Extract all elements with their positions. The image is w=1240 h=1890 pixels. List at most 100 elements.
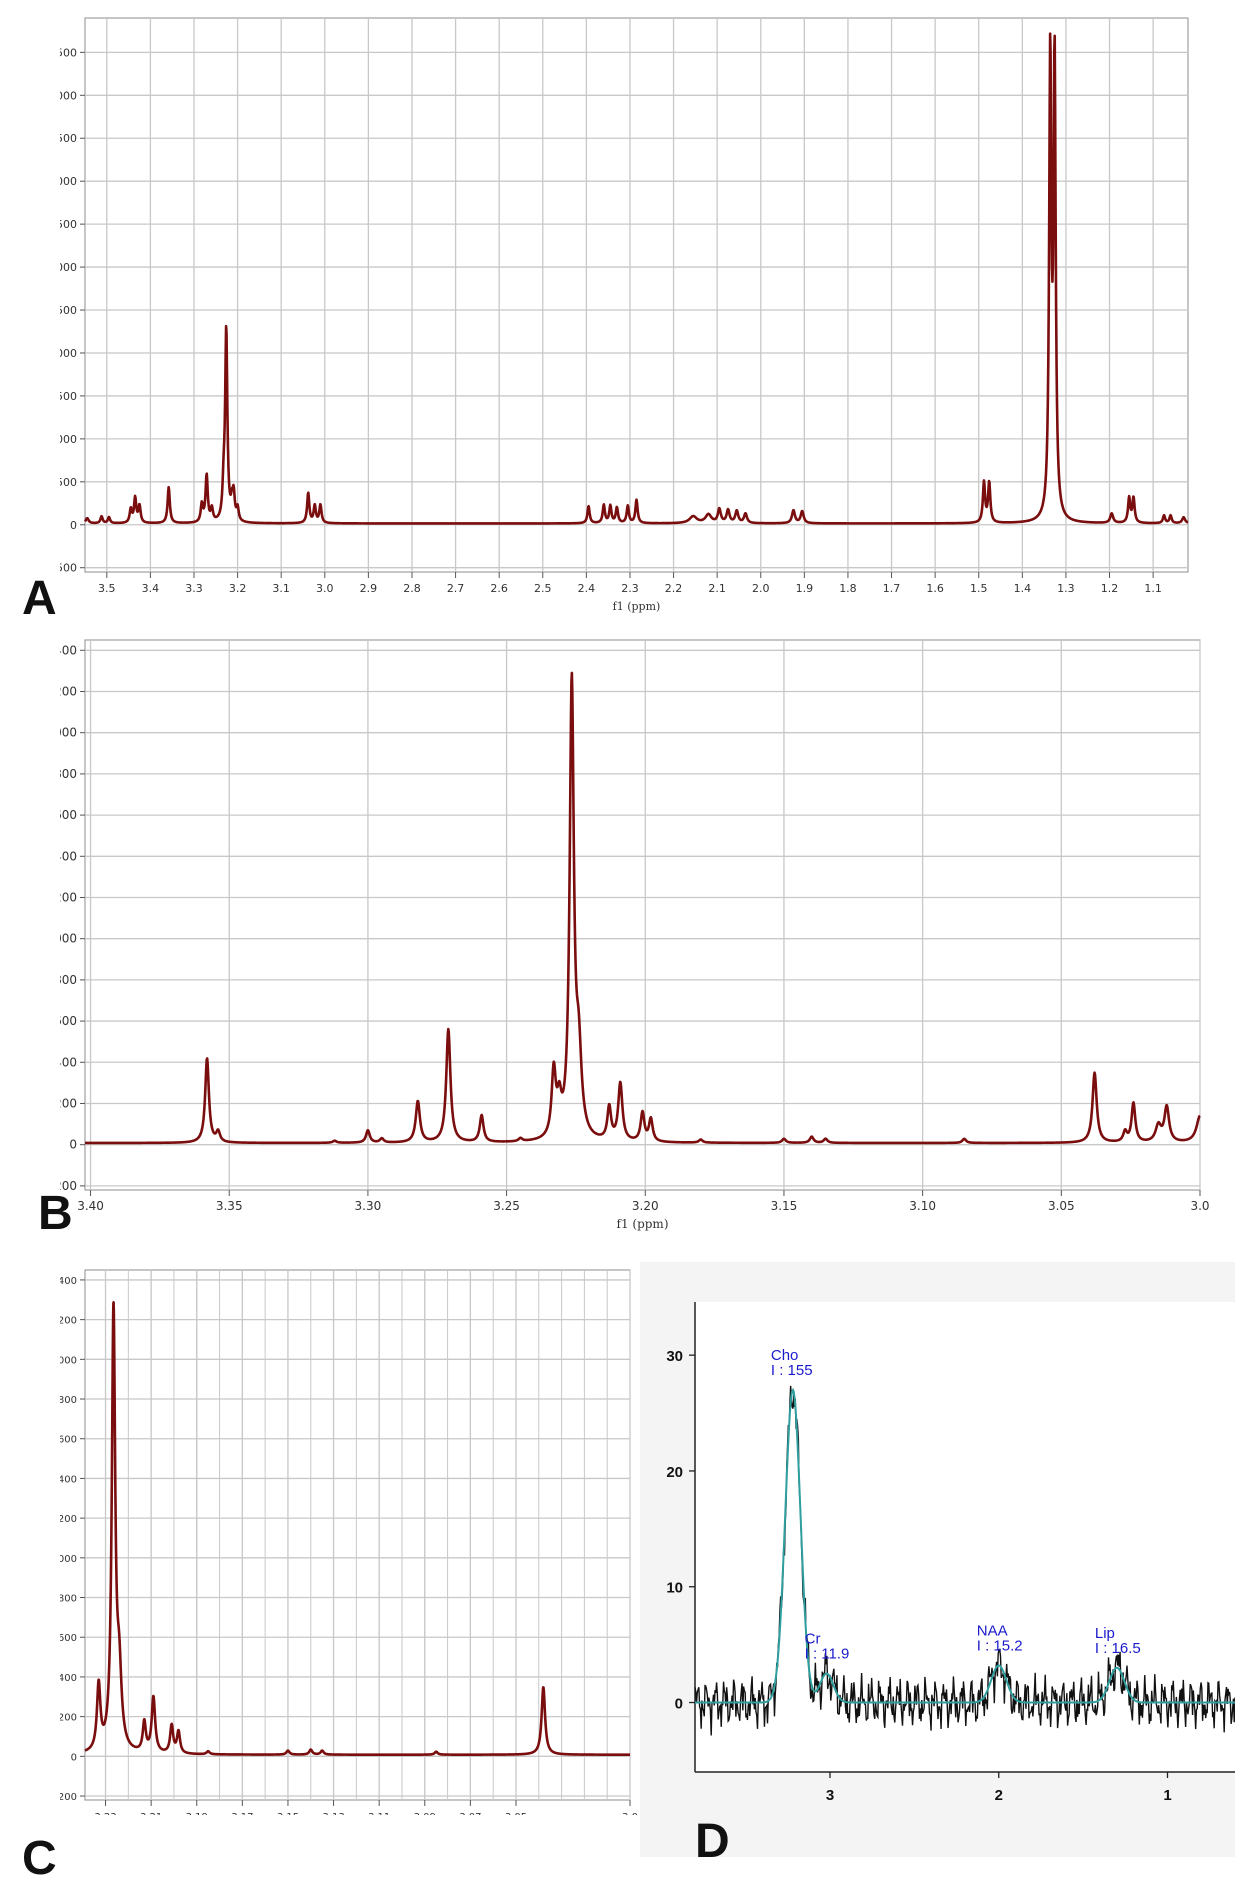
x-tick-label: 1.6 bbox=[926, 582, 944, 595]
y-tick-label: -200 bbox=[60, 1792, 77, 1803]
x-tick-label: 3.1 bbox=[272, 582, 290, 595]
x-tick-label: 1.8 bbox=[839, 582, 857, 595]
y-tick-label: 1500 bbox=[60, 390, 77, 403]
x-tick-label: 3.10 bbox=[909, 1199, 936, 1213]
x-tick-label: 2.8 bbox=[403, 582, 421, 595]
x-tick-label: 1.5 bbox=[970, 582, 988, 595]
panel-b-svg: 3.40 3.35 3.30 3.25 3.20 3.15 3.10 3.05 3.0 -200 0… bbox=[60, 639, 1210, 1231]
panel-c-chart: 3.23 3.21 3.19 3.17 3.15 3.13 3.11 3.09 3.07 3.05… bbox=[60, 1255, 640, 1815]
y-tick-label: 3000 bbox=[60, 261, 77, 274]
y-tick-label: 2200 bbox=[60, 1316, 77, 1327]
panel-c-label: C bbox=[22, 1832, 57, 1885]
x-tick-label: 2.9 bbox=[360, 582, 378, 595]
y-tick-label: 0 bbox=[675, 1696, 683, 1713]
y-tick-label: 2500 bbox=[60, 304, 77, 317]
y-tick-label: 3500 bbox=[60, 218, 77, 231]
plot-area bbox=[84, 17, 1189, 573]
peak-label-name: Cr bbox=[805, 1631, 821, 1648]
x-tick-label: 3.17 bbox=[231, 1812, 253, 1815]
y-tick-label: 5500 bbox=[60, 46, 77, 59]
x-tick-label: 1.2 bbox=[1101, 582, 1119, 595]
y-tick-label: 200 bbox=[60, 1713, 77, 1724]
panel-d-label: D bbox=[695, 1815, 730, 1868]
y-tick-label: 600 bbox=[60, 1014, 77, 1028]
y-tick-label: 1600 bbox=[60, 1435, 77, 1446]
x-tick-label: 2.4 bbox=[578, 582, 596, 595]
panel-b-label: B bbox=[38, 1187, 73, 1240]
y-tick-label: 1400 bbox=[60, 1474, 77, 1485]
x-axis-label: f1 (ppm) bbox=[617, 1217, 669, 1231]
x-tick-label: 3.07 bbox=[459, 1812, 481, 1815]
x-tick-label: 3.5 bbox=[98, 582, 116, 595]
y-tick-label: 5000 bbox=[60, 89, 77, 102]
y-tick-label: 0 bbox=[70, 519, 77, 532]
x-tick-label: 3.05 bbox=[1048, 1199, 1075, 1213]
x-tick-label: 1.4 bbox=[1014, 582, 1032, 595]
y-tick-label: 4000 bbox=[60, 175, 77, 188]
y-tick-label: 10 bbox=[666, 1580, 683, 1597]
x-tick-label: 3.21 bbox=[140, 1812, 162, 1815]
y-tick-label: 400 bbox=[60, 1055, 77, 1069]
y-tick-label: 2400 bbox=[60, 1276, 77, 1287]
y-tick-label: 800 bbox=[60, 973, 77, 987]
panel-a-label: A bbox=[22, 572, 57, 625]
panel-b-chart: 3.40 3.35 3.30 3.25 3.20 3.15 3.10 3.05 3.0 -200 0… bbox=[60, 625, 1210, 1240]
spectrum-line bbox=[83, 1301, 632, 1756]
peak-label-name: Lip bbox=[1095, 1625, 1115, 1642]
x-tick-label: 3.09 bbox=[414, 1812, 436, 1815]
x-tick-label: 2.7 bbox=[447, 582, 465, 595]
panel-c-svg: 3.23 3.21 3.19 3.17 3.15 3.13 3.11 3.09 3.07 3.05… bbox=[60, 1269, 638, 1815]
x-tick-label: 2.2 bbox=[665, 582, 683, 595]
fitted-spectrum-line bbox=[695, 1387, 1235, 1704]
x-tick-label: 3.11 bbox=[368, 1812, 390, 1815]
x-tick-label: 3.0 bbox=[1190, 1199, 1209, 1213]
y-tick-label: 600 bbox=[60, 1633, 77, 1644]
y-tick-label: 400 bbox=[60, 1673, 77, 1684]
x-tick-label: 3.2 bbox=[229, 582, 247, 595]
x-axis-label: f1 (ppm) bbox=[613, 600, 661, 613]
y-tick-label: 20 bbox=[666, 1464, 683, 1481]
x-tick-label: 3.19 bbox=[186, 1812, 208, 1815]
x-tick-label: 1.9 bbox=[796, 582, 814, 595]
plot-area bbox=[84, 639, 1201, 1191]
x-tick-label: 1 bbox=[1163, 1787, 1171, 1804]
x-tick-label: 2.6 bbox=[490, 582, 508, 595]
x-tick-label: 3.0 bbox=[622, 1812, 638, 1815]
x-tick-label: 3.15 bbox=[771, 1199, 798, 1213]
x-tick-label: 3 bbox=[826, 1787, 834, 1804]
y-tick-label: 4500 bbox=[60, 132, 77, 145]
x-tick-label: 3.4 bbox=[142, 582, 160, 595]
x-tick-label: 3.13 bbox=[322, 1812, 344, 1815]
x-tick-label: 1.7 bbox=[883, 582, 901, 595]
y-tick-label: 1200 bbox=[60, 1514, 77, 1525]
x-tick-label: 2.0 bbox=[752, 582, 770, 595]
x-tick-label: 3.0 bbox=[316, 582, 334, 595]
peak-label-value: I : 15.2 bbox=[977, 1637, 1023, 1654]
x-tick-label: 3.05 bbox=[505, 1812, 527, 1815]
y-tick-label: -500 bbox=[60, 562, 77, 575]
panel-a-svg: 3.5 3.4 3.3 3.2 3.1 3.0 2.9 2.8 2.7 2.6 2.5 2.4 2.3 2… bbox=[60, 17, 1189, 613]
peak-label-value: I : 16.5 bbox=[1095, 1640, 1141, 1657]
peak-label-value: I : 155 bbox=[771, 1362, 813, 1379]
y-tick-label: 800 bbox=[60, 1594, 77, 1605]
y-tick-label: 0 bbox=[71, 1752, 77, 1763]
x-tick-label: 3.35 bbox=[216, 1199, 243, 1213]
x-tick-label: 3.20 bbox=[632, 1199, 659, 1213]
y-tick-label: -200 bbox=[60, 1179, 77, 1193]
y-tick-label: 0 bbox=[69, 1138, 77, 1152]
x-tick-label: 1.1 bbox=[1144, 582, 1162, 595]
y-tick-label: 200 bbox=[60, 1096, 77, 1110]
x-tick-label: 2 bbox=[995, 1787, 1003, 1804]
spectrum-line bbox=[83, 32, 1189, 525]
panel-a-chart: 3.5 3.4 3.3 3.2 3.1 3.0 2.9 2.8 2.7 2.6 2.5 2.4 2.3 2… bbox=[60, 0, 1200, 620]
plot-area bbox=[84, 1269, 631, 1801]
y-tick-label: 2400 bbox=[60, 643, 77, 657]
x-tick-label: 1.3 bbox=[1057, 582, 1075, 595]
